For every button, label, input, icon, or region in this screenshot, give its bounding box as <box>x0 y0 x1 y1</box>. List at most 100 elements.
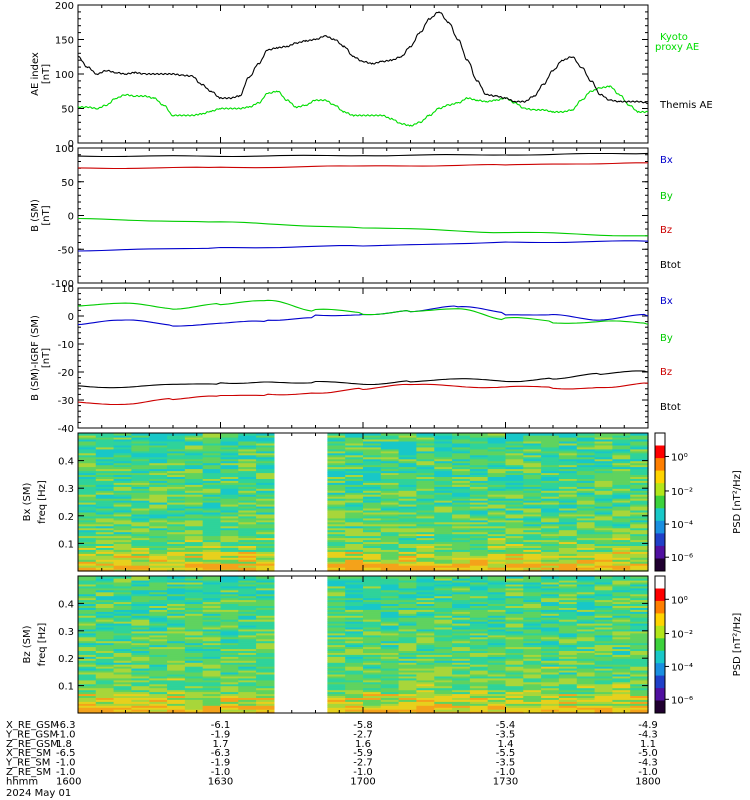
spectrogram-cell <box>398 640 417 644</box>
spectrogram-cell <box>202 507 222 511</box>
spectrogram-cell <box>416 595 435 599</box>
spectrogram-cell <box>256 494 275 497</box>
spectrogram-cell <box>612 458 631 462</box>
spectrogram-cell <box>167 539 186 543</box>
spectrogram-cell <box>202 581 222 585</box>
spectrogram-cell <box>256 703 275 706</box>
spectrogram-cell <box>363 607 382 610</box>
spectrogram-cell <box>202 679 222 683</box>
spectrogram-cell <box>434 664 453 667</box>
spectrogram-cell <box>95 480 115 483</box>
spectrogram-cell <box>558 656 578 659</box>
spectrogram-cell <box>505 701 524 704</box>
spectrogram-cell <box>434 583 453 587</box>
spectrogram-cell <box>541 517 560 521</box>
spectrogram-cell <box>345 462 364 466</box>
spectrogram-cell <box>398 668 417 671</box>
spectrogram-cell <box>220 517 239 521</box>
spectrogram-cell <box>469 456 489 460</box>
spectrogram-cell <box>612 581 631 585</box>
spectrogram-cell <box>327 703 346 706</box>
spectrogram-cell <box>541 685 560 689</box>
spectrogram-cell <box>558 509 578 513</box>
spectrogram-cell <box>220 442 239 446</box>
spectrogram-cell <box>434 569 453 572</box>
spectrogram-cell <box>576 450 596 454</box>
spectrogram-cell <box>452 492 471 495</box>
spectrogram-cell <box>78 435 97 438</box>
spectrogram-cell <box>612 699 631 702</box>
spectrogram-cell <box>167 440 186 444</box>
spectrogram-cell <box>220 565 239 568</box>
spectrogram-cell <box>487 685 507 689</box>
spectrogram-cell <box>202 579 222 583</box>
spectrogram-cell <box>541 679 560 683</box>
spectrogram-cell <box>523 486 542 489</box>
spectrogram-cell <box>398 626 417 630</box>
spectrogram-cell <box>149 543 168 546</box>
spectrogram-cell <box>594 677 613 681</box>
colorbar-band <box>655 445 665 459</box>
spectrogram-cell <box>612 640 631 644</box>
spectrogram-cell <box>594 525 613 529</box>
spectrogram-cell <box>523 703 542 706</box>
spectrogram-cell <box>434 687 453 691</box>
spectrogram-cell <box>345 581 364 585</box>
spectrogram-cell <box>345 658 364 661</box>
spectrogram-cell <box>487 442 507 446</box>
spectrogram-cell <box>380 654 400 657</box>
spectrogram-cell <box>113 563 132 566</box>
spectrogram-cell <box>202 567 222 570</box>
spectrogram-cell <box>541 478 560 481</box>
spectrogram-cell <box>576 444 596 448</box>
spectrogram-cell <box>202 555 222 558</box>
spectrogram-cell <box>541 549 560 552</box>
spectrogram-cell <box>612 617 631 620</box>
spectrogram-cell <box>434 683 453 687</box>
spectrogram-cell <box>78 701 97 704</box>
spectrogram-cell <box>167 589 186 593</box>
spectrogram-cell <box>149 689 168 693</box>
spectrogram-cell <box>558 448 578 452</box>
spectrogram-cell <box>434 513 453 517</box>
spectrogram-cell <box>220 515 239 519</box>
spectrogram-cell <box>184 658 204 661</box>
spectrogram-cell <box>220 533 239 537</box>
spectrogram-cell <box>630 630 649 634</box>
spectrogram-cell <box>363 671 382 675</box>
spectrogram-cell <box>95 470 115 474</box>
spectrogram-cell <box>95 683 115 687</box>
spectrogram-cell <box>363 507 382 511</box>
spectrogram-cell <box>131 650 150 653</box>
spectrogram-cell <box>238 711 257 714</box>
spectrogram-cell <box>256 456 275 460</box>
spectrogram-cell <box>131 607 150 610</box>
spectrogram-cell <box>95 673 115 677</box>
spectrogram-cell <box>558 476 578 479</box>
spectrogram-cell <box>452 709 471 712</box>
spectrogram-cell <box>541 468 560 472</box>
spectrogram-cell <box>380 675 400 679</box>
spectrogram-cell <box>363 505 382 509</box>
spectrogram-cell <box>452 607 471 610</box>
spectrogram-cell <box>487 621 507 624</box>
spectrogram-cell <box>363 626 382 630</box>
spectrogram-cell <box>576 500 596 503</box>
spectrogram-cell <box>416 687 435 691</box>
spectrogram-cell <box>95 539 115 543</box>
spectrogram-cell <box>363 709 382 712</box>
spectrogram-cell <box>95 462 115 466</box>
spectrogram-cell <box>256 563 275 566</box>
spectrogram-cell <box>612 433 631 436</box>
spectrogram-cell <box>327 527 346 531</box>
spectrogram-cell <box>202 435 222 438</box>
spectrogram-cell <box>487 677 507 681</box>
spectrogram-cell <box>630 525 649 529</box>
spectrogram-cell <box>416 466 435 470</box>
spectrogram-cell <box>630 671 649 675</box>
spectrogram-cell <box>113 523 132 527</box>
spectrogram-cell <box>345 640 364 644</box>
spectrogram-cell <box>487 679 507 683</box>
spectrogram-cell <box>380 460 400 464</box>
spectrogram-cell <box>113 607 132 610</box>
